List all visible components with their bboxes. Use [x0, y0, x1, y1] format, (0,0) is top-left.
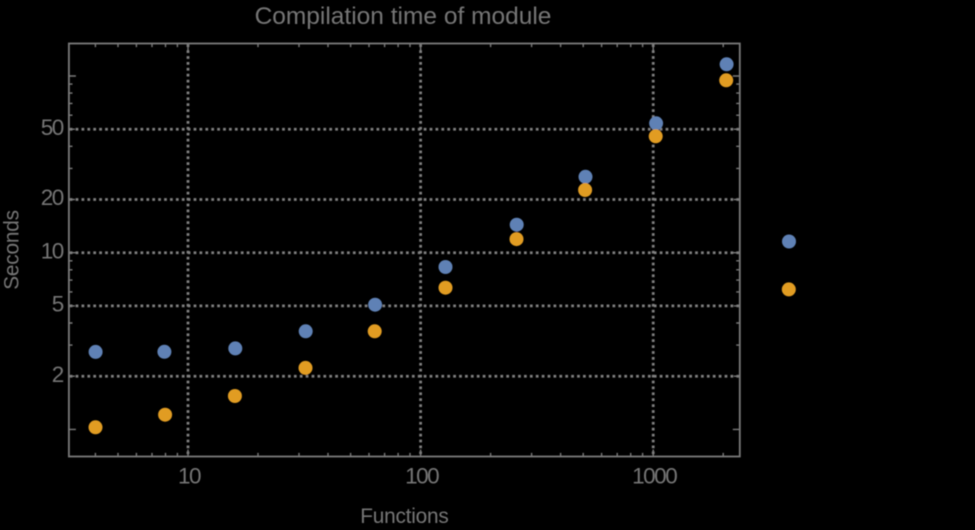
svg-text:1000: 1000 [632, 464, 677, 489]
svg-text:Compilation time of module: Compilation time of module [255, 3, 552, 30]
svg-text:2: 2 [52, 362, 64, 387]
svg-text:Functions: Functions [360, 505, 448, 525]
svg-text:20: 20 [41, 185, 64, 210]
svg-text:50: 50 [41, 115, 64, 140]
svg-text:10: 10 [41, 238, 64, 263]
svg-text:10: 10 [178, 464, 201, 489]
svg-text:Seconds: Seconds [1, 210, 24, 290]
svg-text:5: 5 [52, 292, 64, 317]
svg-text:100: 100 [405, 464, 439, 489]
